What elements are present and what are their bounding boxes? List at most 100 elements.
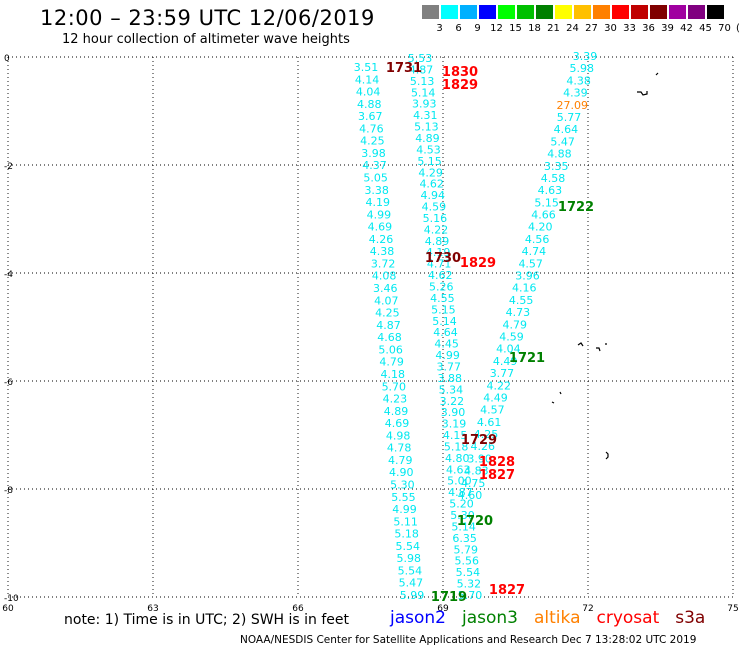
pass-time-label: 1722 xyxy=(558,200,594,215)
legend-swatch xyxy=(536,5,553,19)
legend-tick-label: 3 xyxy=(436,23,443,34)
legend-tick-label: 12 xyxy=(490,23,503,34)
wave-height-value: 5.56 xyxy=(455,555,480,568)
wave-height-value: 3.19 xyxy=(442,418,467,431)
wave-height-value: 4.80 xyxy=(445,452,470,465)
mission-legend-item: jason3 xyxy=(462,608,518,628)
pass-time-label: 1730 xyxy=(425,251,461,266)
wave-height-value: 5.70 xyxy=(458,589,483,602)
wave-height-value: 5.26 xyxy=(429,281,454,294)
wave-height-value: 4.69 xyxy=(385,417,410,430)
legend-tick-label: 18 xyxy=(528,23,541,34)
legend-swatch xyxy=(631,5,648,19)
wave-height-value: 4.79 xyxy=(502,318,527,331)
wave-height-value: 5.32 xyxy=(457,578,482,591)
wave-height-value: 3.90 xyxy=(467,452,492,465)
wave-height-value: 4.87 xyxy=(376,319,401,332)
legend-tick-label: 45 xyxy=(699,23,712,34)
wave-height-value: 4.71 xyxy=(427,258,452,271)
wave-height-value: 4.49 xyxy=(483,391,508,404)
wave-height-value: 5.30 xyxy=(390,478,415,491)
latitude-tick-label: -2 xyxy=(4,162,13,172)
legend-swatch xyxy=(688,5,705,19)
legend-swatch xyxy=(441,5,458,19)
wave-height-value: 4.55 xyxy=(430,292,455,305)
wave-height-value: 4.74 xyxy=(522,245,547,258)
wave-height-value: 4.68 xyxy=(377,331,402,344)
wave-height-value: 4.22 xyxy=(424,223,449,236)
wave-height-value: 4.99 xyxy=(392,503,417,516)
wave-height-value: 27.09 xyxy=(556,99,588,112)
wave-height-value: 4.76 xyxy=(359,122,384,135)
legend-swatch xyxy=(574,5,591,19)
mission-legend-item: altika xyxy=(534,608,581,628)
legend-tick-label: 33 xyxy=(623,23,636,34)
legend-tick-label: 24 xyxy=(566,23,579,34)
wave-height-value: 5.14 xyxy=(451,520,476,533)
wave-height-value: 3.88 xyxy=(438,372,463,385)
wave-height-value: 4.63 xyxy=(538,184,563,197)
footer-credit: NOAA/NESDIS Center for Satellite Applica… xyxy=(240,634,697,646)
wave-height-value: 4.07 xyxy=(374,294,399,307)
legend-swatch xyxy=(517,5,534,19)
wave-height-value: 4.16 xyxy=(512,282,537,295)
wave-height-value: 4.39 xyxy=(563,87,588,100)
longitude-tick-label: 75 xyxy=(727,604,738,614)
mission-legend: jason2 jason3 altika cryosat s3a xyxy=(390,608,721,628)
wave-height-value: 5.05 xyxy=(363,172,388,185)
longitude-tick-label: 60 xyxy=(2,604,14,614)
wave-height-value: 3.35 xyxy=(544,160,569,173)
longitude-tick-label: 72 xyxy=(582,604,593,614)
wave-height-value: 3.38 xyxy=(364,184,389,197)
wave-height-value: 5.34 xyxy=(439,383,464,396)
wave-height-value: 4.04 xyxy=(496,343,521,356)
wave-height-value: 4.08 xyxy=(372,270,397,283)
legend-swatch xyxy=(669,5,686,19)
pass-time-label: 1829 xyxy=(442,78,478,93)
wave-height-value: 5.30 xyxy=(450,509,475,522)
mission-legend-item: jason2 xyxy=(390,608,446,628)
pass-time-label: 1829 xyxy=(460,256,496,271)
wave-height-value: 3.77 xyxy=(436,360,461,373)
wave-height-value: 4.99 xyxy=(435,349,460,362)
wave-height-value: 4.53 xyxy=(416,143,441,156)
longitude-tick-label: 69 xyxy=(437,604,449,614)
wave-height-value: 4.62 xyxy=(419,178,444,191)
pass-time-labels: 1731 183018291722173018291721172918281827… xyxy=(386,61,594,605)
longitude-tick-label: 66 xyxy=(292,604,304,614)
wave-height-value: 4.25 xyxy=(360,135,385,148)
wave-height-value: 5.13 xyxy=(410,75,435,88)
wave-height-value: 5.55 xyxy=(391,491,416,504)
wave-height-value: 3.46 xyxy=(373,282,398,295)
wave-height-value: 4.25 xyxy=(375,307,400,320)
wave-height-value: 5.98 xyxy=(570,62,595,75)
track-right-values: 3.395.984.384.3927.095.774.645.474.883.3… xyxy=(458,50,598,502)
legend-swatch xyxy=(460,5,477,19)
wave-height-value: 5.11 xyxy=(393,515,418,528)
wave-height-value: 4.88 xyxy=(357,98,382,111)
wave-height-value: 4.98 xyxy=(386,429,411,442)
legend-swatch xyxy=(555,5,572,19)
latitude-tick-label: -6 xyxy=(4,378,13,388)
wave-height-value: 4.87 xyxy=(448,486,473,499)
legend-swatch xyxy=(593,5,610,19)
wave-height-value: 5.16 xyxy=(423,212,448,225)
pass-time-label: 1729 xyxy=(461,433,497,448)
legend-tick-label: 21 xyxy=(547,23,560,34)
wave-height-value: 5.14 xyxy=(411,86,436,99)
legend-tick-label: 15 xyxy=(509,23,522,34)
pass-time-label: 1827 xyxy=(479,468,515,483)
wave-height-value: 4.61 xyxy=(477,416,502,429)
wave-height-value: 4.57 xyxy=(480,404,505,417)
wave-height-value: 4.94 xyxy=(421,189,446,202)
latitude-tick-label: 0 xyxy=(4,54,10,64)
wave-height-value: 3.98 xyxy=(361,147,386,160)
wave-height-value: 4.38 xyxy=(566,74,591,87)
wave-height-value: 4.26 xyxy=(369,233,394,246)
legend-tick-label: 36 xyxy=(642,23,655,34)
wave-height-value: 4.25 xyxy=(474,428,499,441)
wave-height-value: 4.18 xyxy=(380,368,405,381)
legend-tick-label: 6 xyxy=(455,23,462,34)
wave-height-value: 4.69 xyxy=(368,221,393,234)
